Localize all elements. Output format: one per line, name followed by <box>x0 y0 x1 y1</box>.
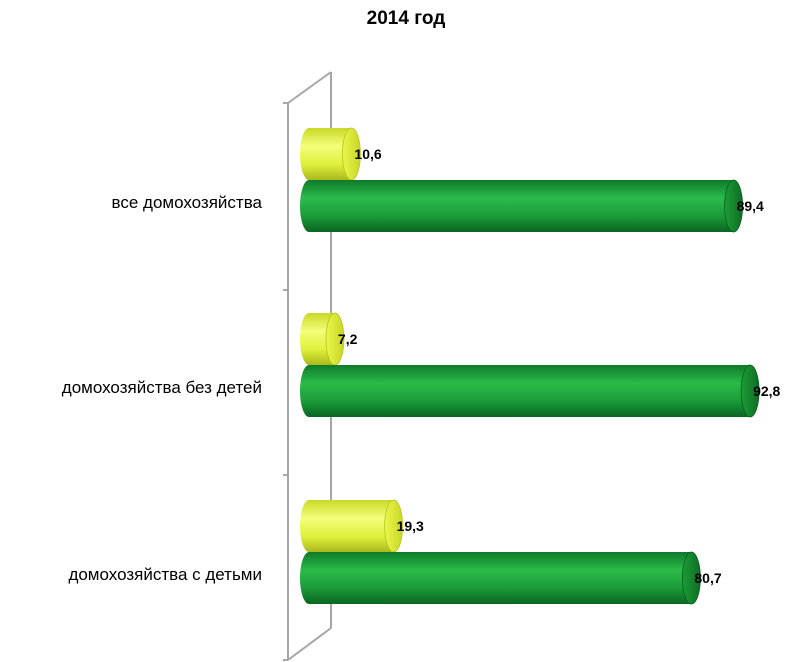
chart-title: 2014 год <box>366 8 446 29</box>
bar-green <box>300 179 743 233</box>
category-label: домохозяйства с детьми <box>68 565 262 584</box>
category-label: домохозяйства без детей <box>62 378 262 397</box>
bar-yellow <box>300 312 345 366</box>
bar-green <box>300 551 701 605</box>
bar-yellow <box>300 127 361 181</box>
value-label: 80,7 <box>694 570 721 586</box>
value-label: 92,8 <box>753 383 780 399</box>
category-labels: все домохозяйства домохозяйства без детей… <box>62 193 263 584</box>
value-label: 89,4 <box>737 198 764 214</box>
category-label: все домохозяйства <box>112 193 263 212</box>
bars <box>300 127 760 605</box>
value-label: 7,2 <box>338 331 358 347</box>
value-label: 10,6 <box>354 146 381 162</box>
bar-yellow <box>300 499 404 553</box>
bar-green <box>300 364 760 418</box>
value-label: 19,3 <box>397 518 424 534</box>
value-labels: 10,6 89,4 7,2 92,8 19,3 80,7 <box>338 146 781 586</box>
